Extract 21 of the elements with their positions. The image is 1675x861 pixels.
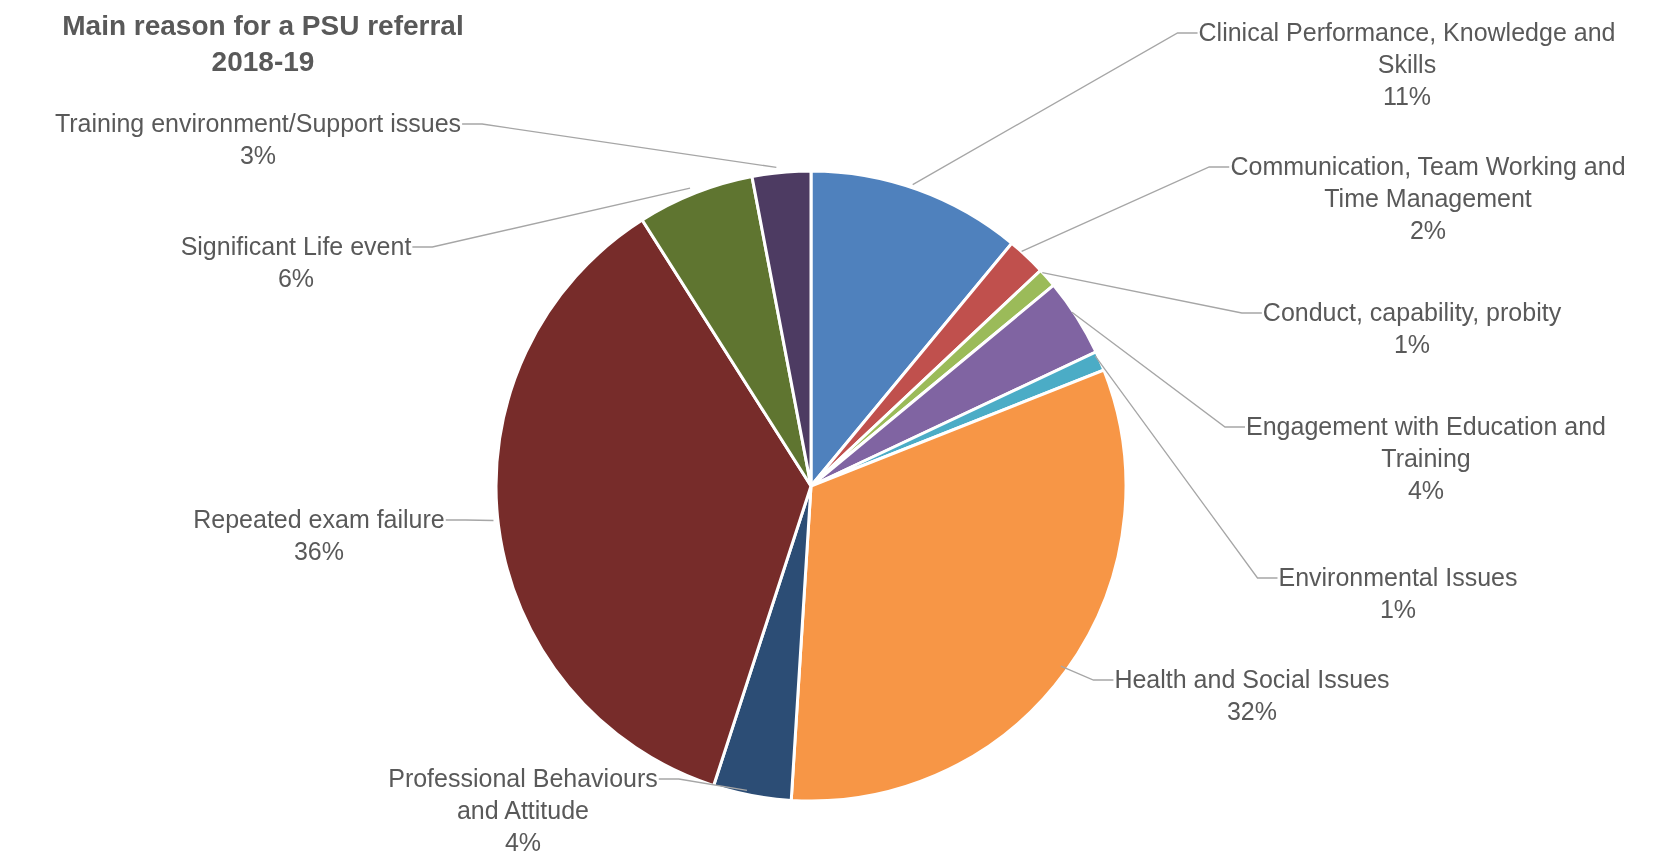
data-label: 3% <box>239 140 277 169</box>
slice-label: Clinical Performance, Knowledge and Skills <box>1198 17 1616 78</box>
data-label: 4% <box>504 827 542 856</box>
slice-label: Repeated exam failure <box>193 504 445 533</box>
slice-label: Communication, Team Working and Time Management <box>1230 151 1626 212</box>
data-label: 4% <box>1407 475 1445 504</box>
data-label: 36% <box>293 536 345 565</box>
slice-label: Significant Life event <box>180 231 412 260</box>
data-label: 1% <box>1393 329 1431 358</box>
data-label: 11% <box>1382 81 1432 110</box>
data-label: 1% <box>1379 594 1417 623</box>
slice-label: Engagement with Education and Training <box>1246 411 1606 472</box>
slice-label: Professional Behaviours and Attitude <box>388 763 658 824</box>
slice-label: Health and Social Issues <box>1114 664 1390 693</box>
slice-label: Conduct, capability, probity <box>1262 297 1562 326</box>
data-label: 32% <box>1226 696 1278 725</box>
chart-title: Main reason for a PSU referral 2018-19 <box>61 9 465 79</box>
data-label: 6% <box>277 263 315 292</box>
data-label: 2% <box>1409 215 1447 244</box>
slice-label: Environmental Issues <box>1278 562 1518 591</box>
slice-label: Training environment/Support issues <box>54 108 462 137</box>
